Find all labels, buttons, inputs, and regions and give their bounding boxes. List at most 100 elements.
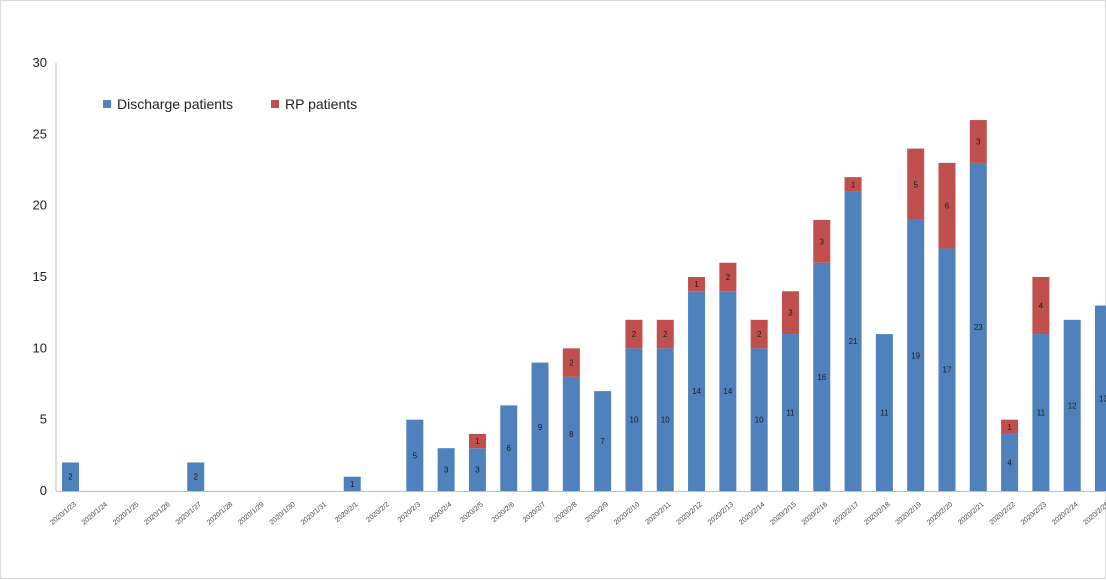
legend-swatch: [271, 100, 279, 108]
y-tick-label: 30: [33, 55, 47, 70]
data-label-discharge: 2: [193, 473, 198, 482]
bar-rp: [1001, 419, 1019, 434]
bar-rp: [625, 319, 643, 349]
data-label-rp: 2: [632, 330, 637, 339]
x-tick-label: 2020/1/27: [175, 501, 203, 526]
x-tick-label: 2020/2/10: [613, 501, 641, 526]
bar-rp: [468, 433, 486, 449]
data-label-rp: 2: [726, 273, 731, 282]
x-tick-label: 2020/1/28: [206, 501, 234, 526]
x-tick-label: 2020/2/17: [832, 501, 860, 526]
y-tick-label: 15: [33, 269, 47, 284]
y-tick-label: 0: [40, 483, 47, 498]
bar-discharge: [1063, 319, 1081, 491]
bar-discharge: [969, 162, 987, 491]
data-label-discharge: 21: [849, 337, 858, 346]
data-label-rp: 2: [663, 330, 668, 339]
bar-rp: [813, 219, 831, 263]
bar-rp: [688, 277, 706, 292]
data-label-rp: 5: [913, 180, 918, 189]
x-tick-label: 2020/1/31: [300, 501, 328, 526]
x-tick-label: 2020/2/9: [585, 501, 610, 524]
x-tick-label: 2020/2/14: [738, 501, 766, 526]
data-label-discharge: 11: [1037, 409, 1046, 418]
bar-discharge: [468, 448, 486, 491]
bar-discharge: [594, 391, 612, 491]
bar-discharge: [62, 462, 79, 491]
x-tick-label: 2020/2/15: [769, 501, 797, 526]
x-tick-label: 2020/1/23: [49, 501, 77, 526]
x-tick-label: 2020/2/4: [428, 501, 453, 524]
bar-discharge: [688, 291, 706, 491]
bar-discharge: [1001, 433, 1019, 491]
bar-discharge: [437, 448, 455, 491]
data-label-discharge: 12: [1068, 401, 1077, 410]
data-label-discharge: 5: [413, 451, 418, 460]
x-tick-label: 2020/2/7: [522, 501, 547, 524]
bar-discharge: [907, 219, 925, 491]
x-tick-label: 2020/2/16: [801, 501, 829, 526]
bar-discharge: [625, 348, 643, 491]
bar-rp: [781, 291, 799, 335]
bar-rp: [938, 162, 956, 249]
data-label-discharge: 11: [880, 409, 889, 418]
data-label-discharge: 10: [630, 416, 639, 425]
x-tick-label: 2020/2/20: [926, 501, 954, 526]
x-tick-label: 2020/2/12: [675, 501, 703, 526]
data-label-rp: 1: [851, 180, 856, 189]
bar-rp: [969, 120, 987, 163]
bar-discharge: [1095, 305, 1106, 491]
y-tick-label: 10: [33, 340, 47, 355]
data-label-rp: 4: [1039, 302, 1044, 311]
data-label-discharge: 3: [475, 466, 480, 475]
x-axis: 2020/1/23 2020/1/24 2020/1/25 2020/1/26 2020…: [49, 491, 1106, 527]
y-tick-label: 5: [40, 412, 47, 427]
bar-discharge: [1032, 334, 1050, 491]
legend: Discharge patients RP patients: [103, 96, 357, 112]
data-label-rp: 2: [569, 359, 574, 368]
bar-discharge: [813, 262, 831, 491]
x-tick-label: 2020/2/25: [1082, 501, 1106, 526]
bar-discharge: [343, 476, 361, 491]
bar-rp: [1032, 277, 1050, 335]
x-tick-label: 2020/2/5: [459, 501, 484, 524]
legend-label: RP patients: [285, 96, 357, 112]
x-tick-label: 2020/2/24: [1051, 501, 1079, 526]
data-label-rp: 3: [976, 137, 981, 146]
bar-discharge: [938, 248, 956, 491]
data-label-discharge: 2: [68, 473, 73, 482]
x-tick-label: 2020/1/30: [269, 501, 297, 526]
x-tick-label: 2020/1/25: [112, 501, 140, 526]
bar-rp: [562, 348, 580, 377]
x-tick-label: 2020/2/3: [397, 501, 422, 524]
data-label-discharge: 3: [444, 466, 449, 475]
data-label-discharge: 10: [755, 416, 764, 425]
data-label-rp: 1: [694, 280, 699, 289]
x-tick-label: 2020/2/2: [365, 501, 390, 524]
data-label-discharge: 7: [600, 437, 605, 446]
data-label-discharge: 1: [350, 480, 355, 489]
bar-discharge: [562, 376, 580, 491]
data-label-discharge: 9: [538, 423, 543, 432]
bar-rp: [907, 148, 925, 220]
data-label-discharge: 17: [943, 366, 952, 375]
bar-discharge: [531, 362, 549, 491]
x-tick-label: 2020/1/29: [237, 501, 265, 526]
data-label-discharge: 6: [507, 444, 512, 453]
bar-discharge: [875, 334, 893, 491]
y-axis: 0 5 10 15 20 25 30: [33, 55, 57, 498]
data-label-rp: 6: [945, 202, 950, 211]
x-tick-label: 2020/2/11: [645, 501, 673, 526]
bar-rp: [656, 319, 674, 349]
data-label-discharge: 11: [786, 409, 795, 418]
data-label-rp: 3: [788, 309, 793, 318]
x-tick-label: 2020/2/19: [895, 501, 923, 526]
data-label-discharge: 13: [1099, 394, 1106, 403]
bar-discharge: [406, 419, 424, 491]
x-tick-label: 2020/2/13: [707, 501, 735, 526]
data-label-rp: 1: [1007, 423, 1012, 432]
data-label-discharge: 19: [911, 351, 920, 360]
bar-discharge: [656, 348, 674, 491]
bar-discharge: [781, 334, 799, 491]
